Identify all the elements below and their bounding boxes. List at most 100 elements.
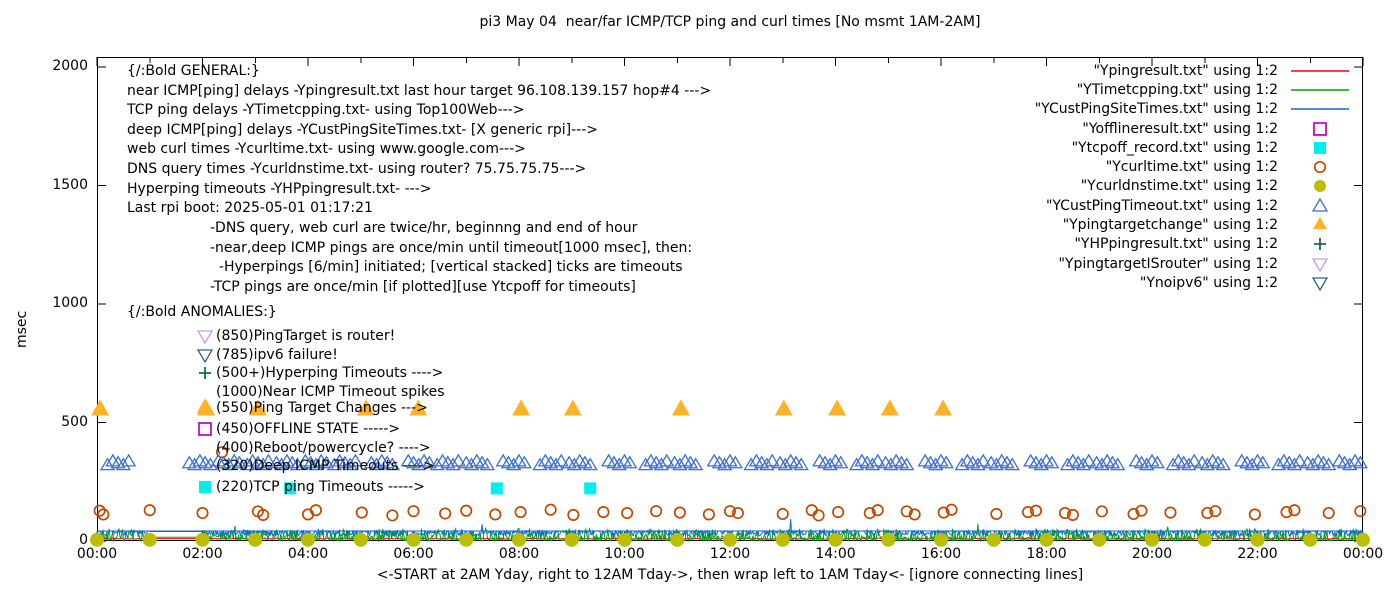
series-Ycurltime.txt xyxy=(93,446,1367,522)
anomaly-row: (450)OFFLINE STATE -----> xyxy=(196,420,400,438)
general-line: web curl times -Ycurltime.txt- using www… xyxy=(127,141,526,158)
x-tick-label: 12:00 xyxy=(709,546,751,562)
general-heading: {/:Bold GENERAL:} xyxy=(127,63,260,79)
anomaly-marker-triangle-down-open xyxy=(196,330,214,345)
y-tick-label: 1000 xyxy=(52,295,88,311)
anomaly-text: (320)Deep ICMP Timeouts ----> xyxy=(216,458,435,474)
legend-item: "Yofflineresult.txt" using 1:2 xyxy=(1035,119,1352,138)
general-line: TCP ping delays -YTimetcpping.txt- using… xyxy=(127,102,525,119)
x-tick-label: 00:00 xyxy=(76,546,118,562)
x-tick-label: 00:00 xyxy=(1342,546,1384,562)
legend-marker-triangle-up-open xyxy=(1311,197,1329,212)
legend-label: "YHPpingresult.txt" using 1:2 xyxy=(1074,236,1278,253)
y-tick-label: 0 xyxy=(79,532,88,548)
anomaly-text: (500+)Hyperping Timeouts ----> xyxy=(216,365,444,381)
plot-area xyxy=(90,57,1370,547)
legend-item: "YTimetcpping.txt" using 1:2 xyxy=(1035,80,1352,99)
x-tick-label: 10:00 xyxy=(604,546,645,562)
general-line: near ICMP[ping] delays -Ypingresult.txt … xyxy=(127,82,712,99)
x-tick-label: 20:00 xyxy=(1131,546,1173,562)
legend-item: "Ypingtargetchange" using 1:2 xyxy=(1035,215,1352,234)
general-note: -DNS query, web curl are twice/hr, begin… xyxy=(210,220,638,236)
legend-label: "Ynoipv6" using 1:2 xyxy=(1139,274,1278,291)
anomaly-row: (1000)Near ICMP Timeout spikes xyxy=(196,383,445,401)
anomaly-row: (500+)Hyperping Timeouts ----> xyxy=(196,364,443,382)
anomaly-marker-plus xyxy=(199,367,211,379)
x-tick-label: 16:00 xyxy=(920,546,962,562)
legend-marker-circle-open xyxy=(1313,161,1327,174)
general-line: Last rpi boot: 2025-05-01 01:17:21 xyxy=(127,200,373,217)
legend-item: "Ynoipv6" using 1:2 xyxy=(1035,273,1352,292)
legend-label: "YCustPingTimeout.txt" using 1:2 xyxy=(1045,197,1278,214)
anomaly-row: (850)PingTarget is router! xyxy=(196,327,395,345)
x-tick-label: 08:00 xyxy=(498,546,540,562)
legend-label: "Ycurltime.txt" using 1:2 xyxy=(1105,159,1278,176)
series-YCustPingTimeout.txt xyxy=(99,453,1368,471)
legend-label: "YCustPingSiteTimes.txt" using 1:2 xyxy=(1034,101,1278,118)
y-tick-label: 500 xyxy=(61,413,88,430)
general-line: DNS query times -Ycurldnstime.txt- using… xyxy=(127,160,587,177)
general-note: -TCP pings are once/min [if plotted][use… xyxy=(210,278,636,295)
legend-item: "Ycurldnstime.txt" using 1:2 xyxy=(1035,177,1352,196)
anomaly-marker-square-filled xyxy=(199,481,211,493)
legend-label: "Ytcpoff_record.txt" using 1:2 xyxy=(1071,139,1278,156)
legend: "Ypingresult.txt" using 1:2 "YTimetcpping… xyxy=(1035,61,1352,293)
legend-item: "YpingtargetISrouter" using 1:2 xyxy=(1035,254,1352,273)
anomaly-text: (220)TCP ping Timeouts -----> xyxy=(216,479,425,495)
chart-title: pi3 May 04 near/far ICMP/TCP ping and cu… xyxy=(479,14,981,30)
series-Ycurldnstime.txt xyxy=(90,532,1370,547)
general-notes-block: -DNS query, web curl are twice/hr, begin… xyxy=(210,219,692,297)
x-tick-label: 06:00 xyxy=(393,546,434,562)
anomaly-row: (220)TCP ping Timeouts -----> xyxy=(196,478,425,496)
legend-marker-triangle-down-open xyxy=(1311,277,1329,292)
legend-label: "Ycurldnstime.txt" using 1:2 xyxy=(1080,178,1278,195)
y-axis-label: msec xyxy=(14,310,30,348)
legend-marker-square-filled xyxy=(1314,141,1326,154)
legend-label: "Ypingtargetchange" using 1:2 xyxy=(1062,217,1278,234)
legend-label: "Ypingresult.txt" using 1:2 xyxy=(1093,62,1278,79)
anomaly-row: (550)Ping Target Changes ---> xyxy=(196,398,428,417)
legend-item: "Ytcpoff_record.txt" using 1:2 xyxy=(1035,138,1352,157)
anomaly-text: (1000)Near ICMP Timeout spikes xyxy=(216,384,445,400)
anomaly-text: (785)ipv6 failure! xyxy=(216,347,338,363)
anomaly-text: (550)Ping Target Changes ---> xyxy=(216,400,428,416)
x-tick-label: 22:00 xyxy=(1237,546,1278,562)
x-axis-caption: <-START at 2AM Yday, right to 12AM Tday-… xyxy=(376,567,1084,583)
anomaly-row: (400)Reboot/powercycle? ----> xyxy=(196,439,431,457)
legend-marker-line xyxy=(1291,108,1349,111)
legend-label: "YTimetcpping.txt" using 1:2 xyxy=(1076,81,1278,98)
legend-item: "YHPpingresult.txt" using 1:2 xyxy=(1035,235,1352,254)
anomaly-row: (785)ipv6 failure! xyxy=(196,346,338,364)
legend-marker-line xyxy=(1291,89,1349,91)
legend-marker-square-open xyxy=(1313,121,1327,136)
anomalies-heading: {/:Bold ANOMALIES:} xyxy=(127,304,277,320)
legend-item: "YCustPingTimeout.txt" using 1:2 xyxy=(1035,196,1352,215)
general-note: -near,deep ICMP pings are once/min until… xyxy=(210,239,693,256)
legend-item: "YCustPingSiteTimes.txt" using 1:2 xyxy=(1035,100,1352,119)
anomaly-text: (450)OFFLINE STATE -----> xyxy=(216,421,401,437)
legend-label: "YpingtargetISrouter" using 1:2 xyxy=(1058,255,1278,272)
legend-marker-circle-filled xyxy=(1314,180,1326,193)
y-tick-label: 2000 xyxy=(52,58,88,74)
anomaly-marker-triangle-down-open xyxy=(196,349,214,364)
x-tick-label: 18:00 xyxy=(1026,546,1067,562)
legend-marker-triangle-up-filled xyxy=(1313,217,1327,230)
anomaly-text: (400)Reboot/powercycle? ----> xyxy=(216,440,431,456)
legend-item: "Ycurltime.txt" using 1:2 xyxy=(1035,157,1352,176)
legend-item: "Ypingresult.txt" using 1:2 xyxy=(1035,61,1352,80)
general-note: -Hyperpings [6/min] initiated; [vertical… xyxy=(210,259,683,276)
anomaly-marker-blank xyxy=(196,439,214,457)
anomaly-marker-triangle-up-filled xyxy=(196,398,214,414)
general-line: Hyperping timeouts -YHPpingresult.txt- -… xyxy=(127,180,432,197)
legend-marker-plus xyxy=(1314,238,1326,251)
legend-marker-triangle-down-open xyxy=(1311,257,1329,272)
anomaly-marker-blank xyxy=(196,457,214,475)
plot-svg xyxy=(90,57,1370,547)
legend-label: "Yofflineresult.txt" using 1:2 xyxy=(1082,120,1278,137)
x-tick-label: 14:00 xyxy=(815,546,856,562)
series-Ytcpoff_record.txt xyxy=(284,482,597,495)
general-line: deep ICMP[ping] delays -YCustPingSiteTim… xyxy=(127,121,598,138)
x-tick-label: 04:00 xyxy=(287,546,329,562)
y-tick-label: 1500 xyxy=(52,176,88,193)
